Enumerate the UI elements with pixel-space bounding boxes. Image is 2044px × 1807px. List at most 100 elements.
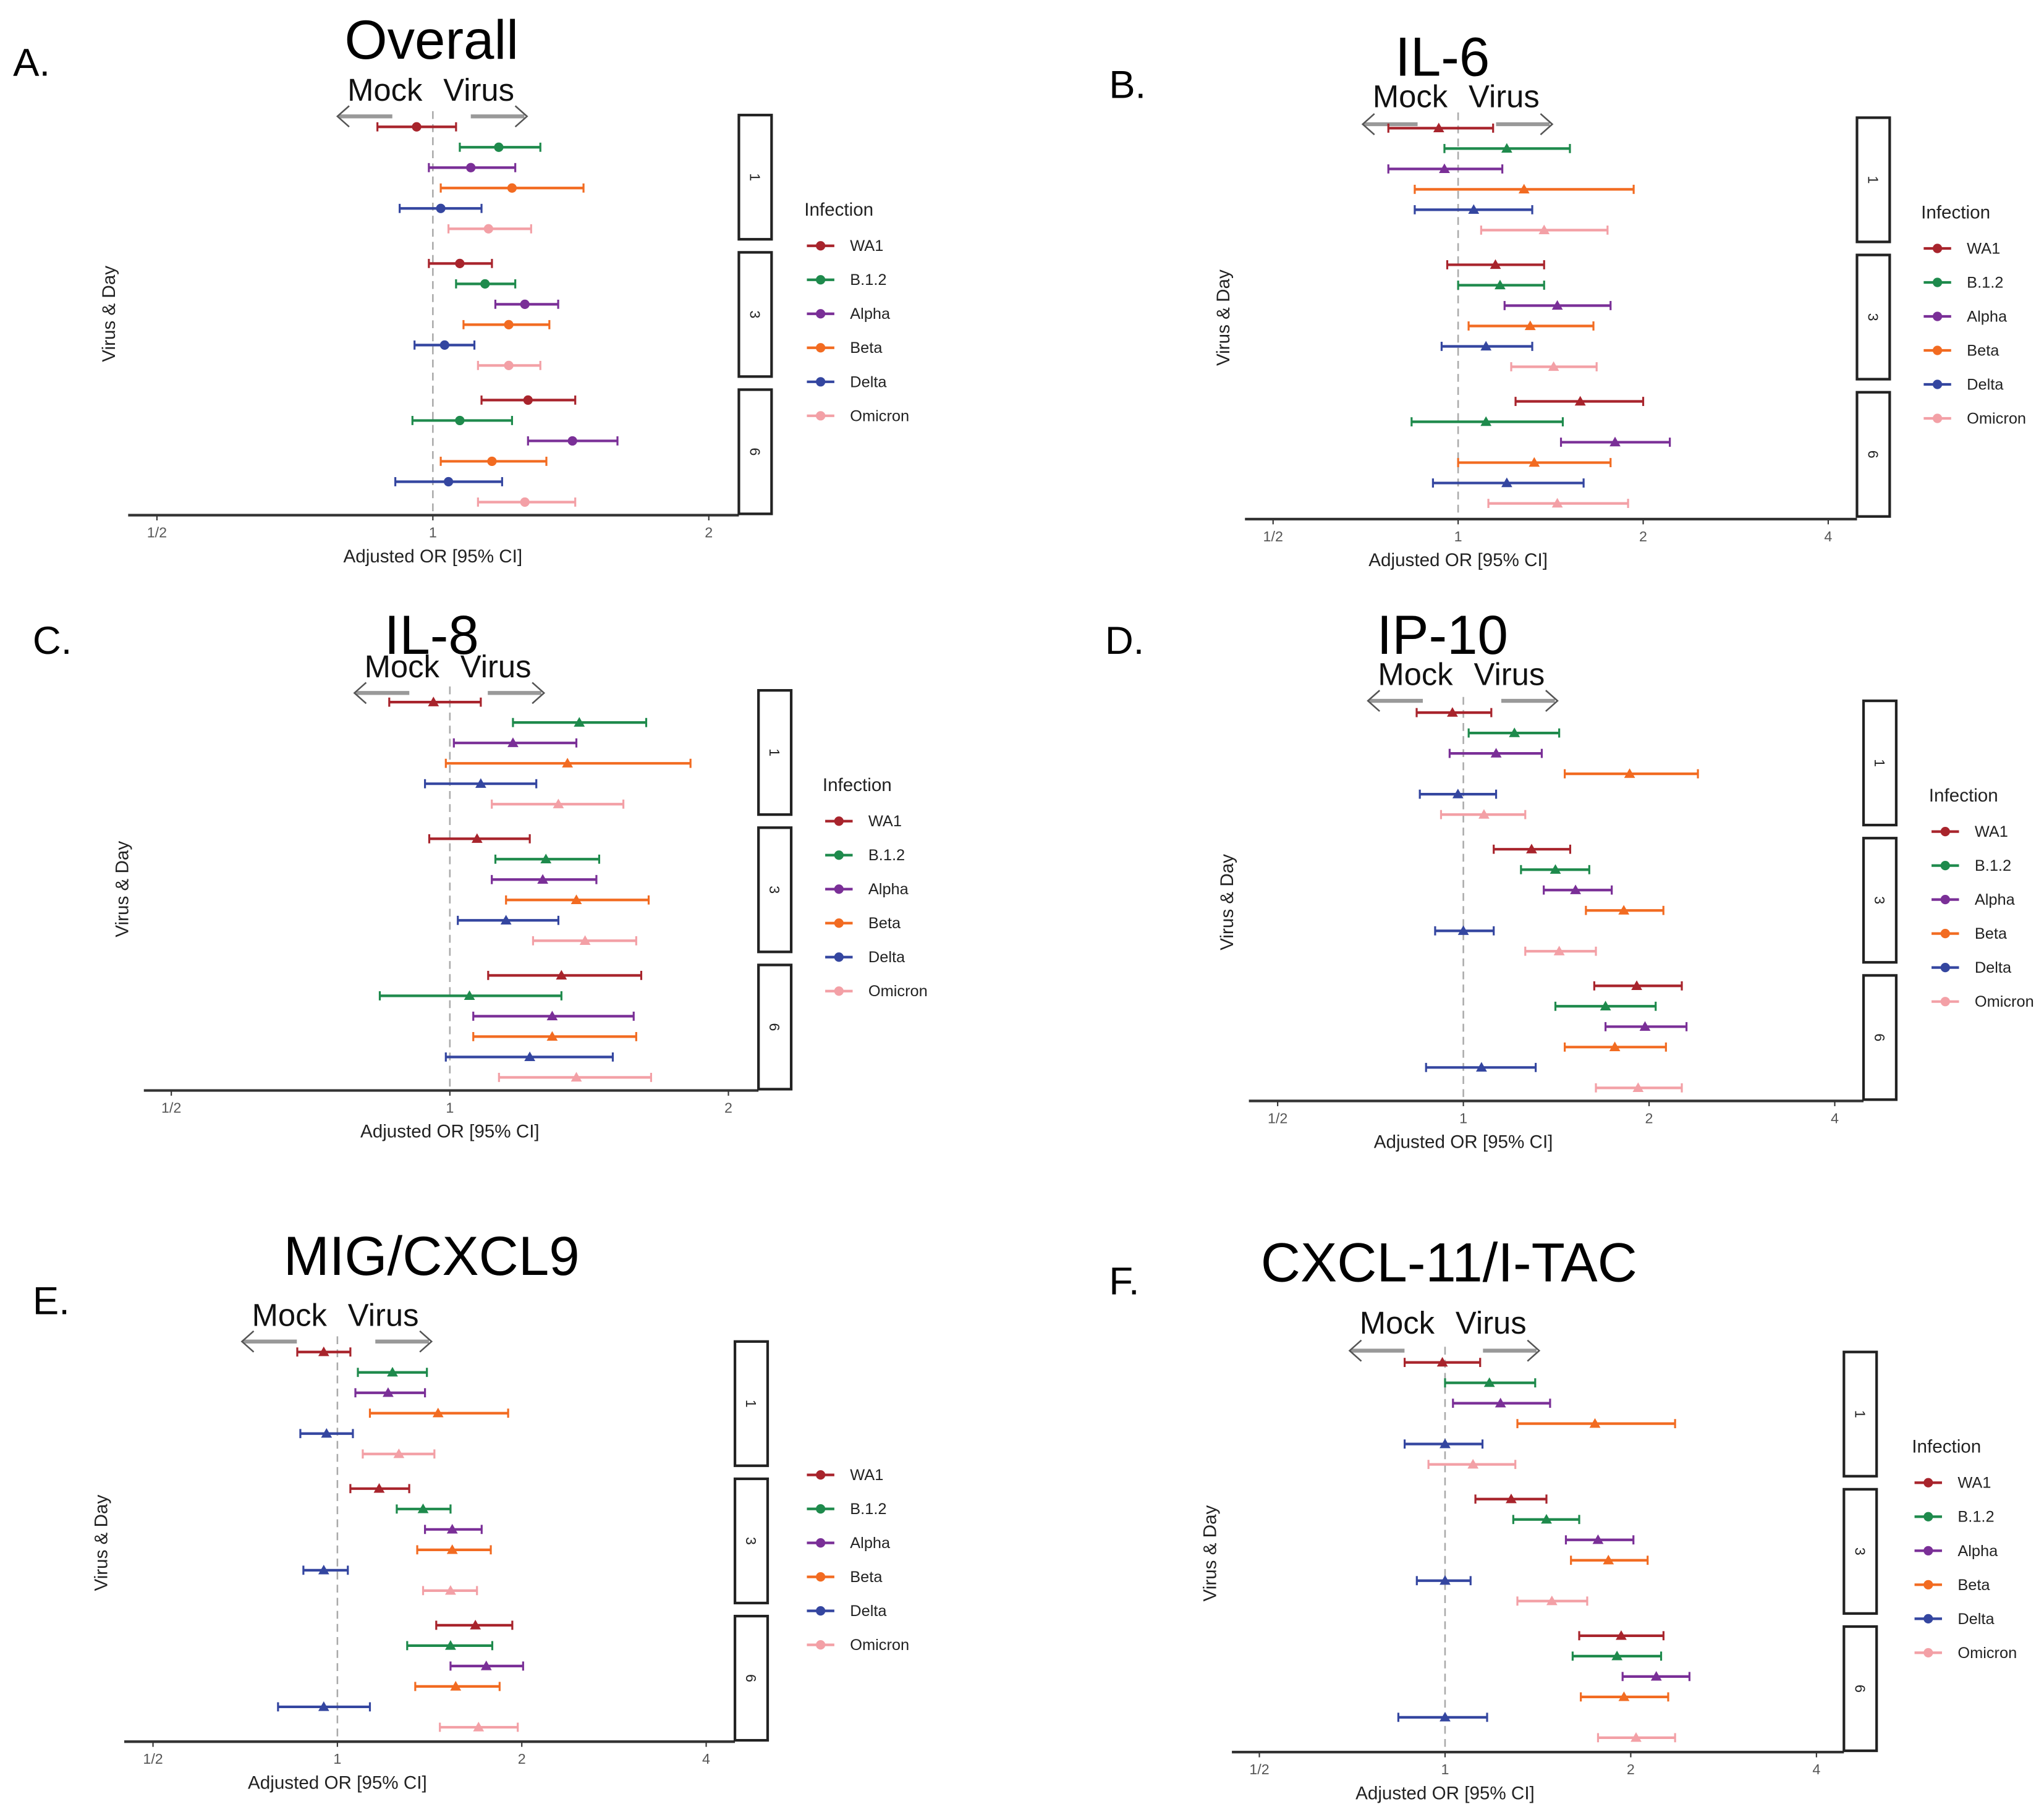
point-estimate (1618, 905, 1630, 915)
estimate-omicron-day-6 (439, 1722, 519, 1732)
legend-label: B.1.2 (1967, 274, 2003, 291)
direction-label-virus: Virus (1456, 1305, 1527, 1340)
point-estimate (471, 833, 483, 843)
estimate-delta-day-3 (457, 915, 559, 925)
estimate-b12-day-3 (1520, 864, 1590, 874)
point-estimate (412, 122, 422, 132)
legend-title: Infection (1921, 202, 1990, 222)
point-estimate (1639, 1021, 1651, 1031)
facet-strip-label: 1 (747, 173, 763, 181)
estimate-delta-day-6 (394, 476, 503, 487)
x-tick-label: 2 (1639, 528, 1647, 544)
estimate-beta-day-1 (444, 758, 692, 768)
legend-item: Omicron (825, 983, 928, 1000)
point-estimate (562, 758, 574, 768)
panel-cxcl-11-i-tac: F. CXCL-11/I-TAC Mock Virus 1/2 1 2 4 Adjusted O… (1109, 1232, 2017, 1803)
x-tick-label: 1/2 (1263, 528, 1283, 544)
legend-label: WA1 (1975, 823, 2008, 840)
point-estimate (450, 1681, 462, 1691)
estimate-beta-day-3 (1467, 320, 1595, 331)
legend-label: Omicron (868, 983, 928, 1000)
legend-label: Beta (850, 339, 883, 357)
x-axis-label: Adjusted OR [95% CI] (248, 1772, 427, 1793)
point-estimate (487, 456, 497, 467)
facet-strip (737, 251, 773, 378)
point-estimate (455, 415, 465, 426)
estimate-omicron-day-3 (1524, 946, 1597, 956)
point-estimate (445, 1585, 456, 1595)
estimate-delta-day-3 (1434, 925, 1495, 936)
x-tick-label: 1 (446, 1100, 454, 1116)
legend-item: Beta (807, 1568, 883, 1586)
direction-label-virus: Virus (1469, 78, 1540, 114)
x-tick-label: 4 (1812, 1761, 1820, 1777)
facet-strip (1843, 1487, 1878, 1615)
legend-label: Delta (850, 1602, 887, 1620)
estimate-omicron-day-3 (532, 935, 637, 946)
legend-label: Delta (850, 373, 887, 391)
panel-label: B. (1109, 64, 1146, 107)
legend-item: Delta (807, 373, 887, 391)
legend-key-marker (816, 1470, 826, 1480)
point-estimate (1452, 789, 1464, 798)
x-tick-label: 4 (1824, 528, 1832, 544)
legend-label: Beta (1957, 1576, 1990, 1594)
point-estimate (1589, 1418, 1601, 1428)
facet-strip-label: 3 (743, 1537, 759, 1545)
x-axis-label: Adjusted OR [95% CI] (1355, 1783, 1535, 1803)
point-estimate (318, 1346, 329, 1356)
panel-label: E. (33, 1279, 70, 1322)
point-estimate (1611, 1650, 1623, 1661)
legend-key-marker (1923, 1546, 1933, 1555)
facet-strip (757, 689, 793, 816)
legend-item: B.1.2 (1923, 274, 2003, 291)
direction-label-mock: Mock (347, 72, 423, 108)
point-estimate (1631, 980, 1642, 990)
facet-strip (737, 114, 773, 241)
x-tick-label: 1 (1441, 1761, 1449, 1777)
estimate-wa1-day-1 (388, 696, 482, 707)
arrow-left-icon (1348, 1339, 1362, 1362)
estimate-delta-day-3 (1415, 1575, 1472, 1586)
facet-strip (1862, 699, 1898, 827)
estimate-delta-day-6 (1425, 1062, 1537, 1072)
legend-label: B.1.2 (850, 271, 886, 289)
estimate-omicron-day-6 (1595, 1082, 1683, 1093)
legend-key-marker (1940, 861, 1950, 871)
facet-strip (757, 963, 793, 1091)
point-estimate (1468, 204, 1480, 214)
legend-label: Alpha (1967, 308, 2008, 325)
estimate-wa1-day-6 (1578, 1630, 1664, 1641)
x-tick-label: 1/2 (1249, 1761, 1269, 1777)
estimate-beta-day-1 (439, 183, 585, 193)
estimate-b12-day-3 (455, 279, 517, 289)
point-estimate (473, 1722, 485, 1732)
facet-strip-label: 1 (766, 748, 782, 756)
point-estimate (1541, 1513, 1552, 1524)
arrow-right-icon (1527, 1339, 1541, 1362)
estimate-alpha-day-6 (449, 1661, 524, 1671)
point-estimate (1439, 163, 1450, 174)
point-estimate (1447, 707, 1458, 717)
legend-key-marker (834, 850, 844, 860)
estimate-b12-day-6 (378, 990, 562, 1001)
point-estimate (446, 1544, 458, 1554)
legend-label: WA1 (850, 237, 883, 255)
x-tick-label: 2 (1645, 1110, 1653, 1126)
point-estimate (546, 1031, 558, 1041)
estimate-wa1-day-1 (1404, 1356, 1482, 1368)
point-estimate (470, 1620, 481, 1630)
arrow-right-icon (1545, 690, 1559, 712)
direction-label-mock: Mock (1378, 657, 1453, 692)
legend-key-marker (1940, 997, 1950, 1007)
estimate-delta-day-3 (302, 1564, 349, 1575)
panel-label: A. (13, 41, 50, 85)
panel-title: CXCL-11/I-TAC (1261, 1232, 1637, 1293)
estimate-alpha-day-6 (1621, 1670, 1690, 1682)
estimate-b12-day-6 (411, 415, 513, 426)
facet-strip-label: 6 (766, 1023, 782, 1031)
point-estimate (570, 1072, 582, 1082)
x-tick-label: 1/2 (161, 1100, 181, 1116)
estimate-alpha-day-1 (1448, 748, 1543, 758)
